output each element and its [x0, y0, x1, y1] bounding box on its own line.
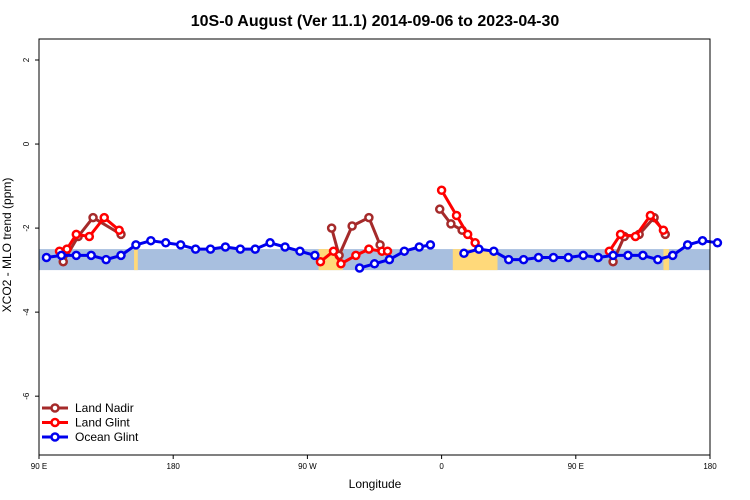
data-point	[116, 250, 126, 261]
data-point	[615, 229, 626, 240]
data-point	[86, 250, 96, 261]
data-point	[425, 240, 436, 250]
x-tick-label: 180	[703, 462, 717, 471]
data-point	[101, 254, 111, 265]
data-point	[593, 252, 603, 263]
legend-marker	[50, 417, 60, 428]
data-point	[503, 254, 514, 265]
chart-title: 10S-0 August (Ver 11.1) 2014-09-06 to 20…	[191, 13, 560, 30]
data-point	[623, 250, 633, 261]
data-point	[474, 244, 484, 254]
x-tick-label: 0	[439, 462, 444, 471]
data-point	[667, 250, 678, 261]
data-point	[446, 219, 456, 229]
legend-label: Land Nadir	[75, 401, 134, 415]
data-point	[489, 246, 499, 256]
data-point	[354, 263, 365, 273]
legend-label: Land Glint	[75, 416, 130, 430]
data-point	[384, 254, 395, 265]
x-tick-label: 90 E	[568, 462, 584, 471]
data-point	[71, 229, 82, 240]
data-point	[315, 256, 326, 267]
data-point	[56, 250, 67, 261]
data-point	[146, 235, 156, 246]
x-tick-label: 90 E	[31, 462, 47, 471]
y-tick-label: 2	[22, 57, 31, 62]
data-point	[638, 250, 648, 261]
data-point	[382, 246, 393, 256]
data-point	[328, 246, 339, 256]
data-point	[280, 242, 290, 252]
data-point	[62, 244, 72, 254]
data-point	[190, 244, 201, 254]
data-point	[99, 212, 109, 223]
data-point	[364, 212, 374, 223]
data-point	[364, 244, 374, 254]
data-point	[578, 250, 589, 261]
data-point	[220, 242, 231, 252]
data-point	[295, 246, 305, 256]
y-axis: 2 0 -2 -4 -6	[22, 57, 39, 400]
data-point	[630, 231, 641, 242]
series-ocean-glint	[41, 235, 723, 273]
x-axis-label: Longitude	[349, 477, 402, 491]
plot-frame	[38, 38, 711, 456]
data-point	[235, 244, 246, 254]
legend-label: Ocean Glint	[75, 430, 139, 444]
data-point	[336, 259, 346, 269]
series-layer	[41, 185, 723, 273]
data-point	[533, 252, 544, 263]
data-point	[414, 242, 424, 252]
x-tick-label: 90 W	[298, 462, 317, 471]
data-point	[682, 240, 693, 250]
data-point	[347, 221, 357, 231]
data-point	[658, 225, 669, 235]
x-tick-label: 180	[167, 462, 181, 471]
data-point	[160, 238, 171, 248]
series-line	[440, 189, 477, 244]
data-point	[88, 212, 98, 223]
y-tick-label: -2	[22, 224, 31, 232]
data-point	[451, 210, 462, 221]
data-point	[563, 252, 574, 263]
data-point	[399, 246, 410, 256]
data-point	[518, 254, 529, 265]
series-land-glint	[54, 185, 669, 269]
data-point	[71, 250, 82, 261]
y-tick-label: -6	[22, 392, 31, 400]
land-band	[134, 249, 138, 271]
land-band	[663, 249, 669, 271]
data-point	[326, 223, 337, 233]
data-point	[548, 252, 559, 263]
data-point	[653, 254, 663, 265]
x-axis: 90 E 180 90 W 0 90 E 180	[31, 455, 717, 471]
legend-marker	[50, 432, 60, 442]
data-point	[84, 231, 95, 242]
data-point	[205, 244, 216, 254]
data-point	[310, 250, 320, 261]
data-point	[175, 240, 186, 250]
data-point	[114, 225, 124, 235]
data-point	[459, 248, 469, 259]
data-point	[41, 252, 52, 263]
y-tick-label: 0	[22, 141, 31, 146]
legend-marker	[50, 403, 60, 413]
data-point	[645, 210, 656, 221]
y-axis-label: XCO2 - MLO trend (ppm)	[0, 178, 14, 313]
data-point	[697, 235, 708, 246]
data-point	[250, 244, 260, 254]
y-tick-label: -4	[22, 308, 31, 316]
data-point	[434, 204, 445, 214]
data-point	[369, 259, 380, 269]
data-point	[608, 250, 618, 261]
data-point	[462, 229, 473, 240]
data-point	[265, 238, 275, 248]
data-point	[436, 185, 447, 196]
data-point	[131, 240, 141, 250]
data-point	[712, 238, 723, 248]
data-point	[351, 250, 361, 261]
